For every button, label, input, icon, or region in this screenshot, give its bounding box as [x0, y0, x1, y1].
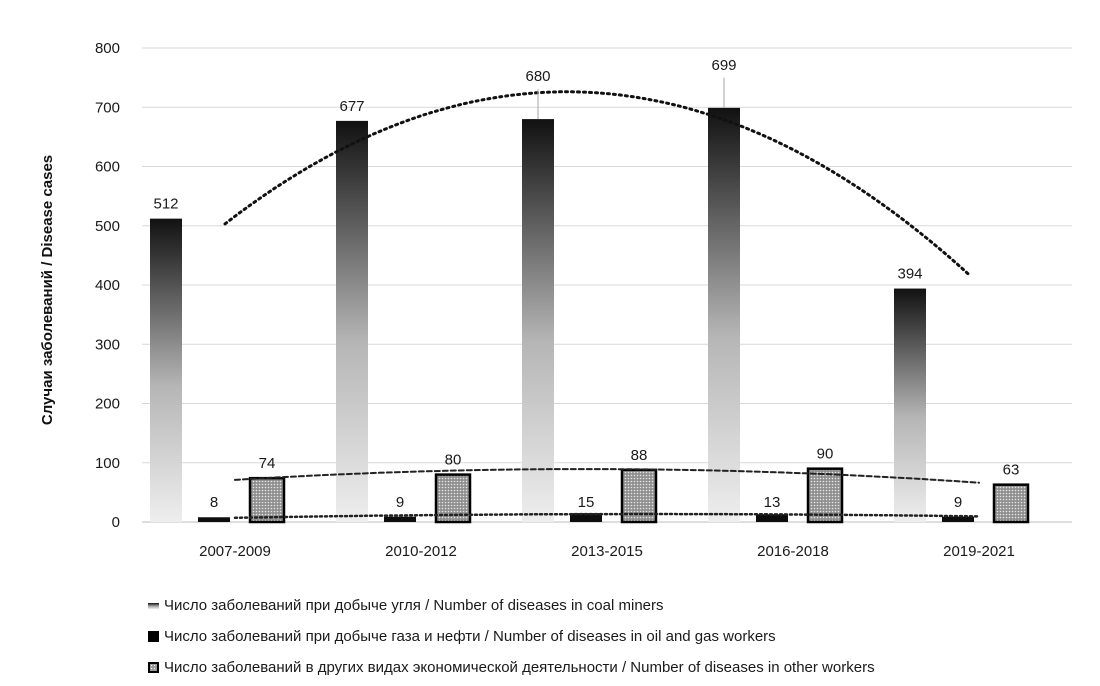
bars: [150, 107, 1030, 524]
data-label: 699: [711, 57, 736, 74]
y-tick-label: 100: [95, 455, 120, 472]
y-tick-label: 500: [95, 218, 120, 235]
data-label: 677: [339, 98, 364, 115]
legend-swatch-other: [148, 662, 159, 673]
y-axis-label: Случаи заболеваний / Disease cases: [39, 155, 56, 425]
y-tick-label: 800: [95, 40, 120, 57]
data-label: 9: [396, 494, 404, 511]
data-label: 8: [210, 494, 218, 511]
legend-label-oil-gas: Число заболеваний при добыче газа и нефт…: [164, 628, 776, 645]
bar-other: [806, 467, 844, 524]
x-tick-label: 2013-2015: [571, 543, 643, 560]
bar-coal: [708, 107, 740, 522]
data-label: 15: [578, 494, 595, 511]
data-label: 90: [817, 446, 834, 463]
x-axis-ticks: 2007-2009 2010-2012 2013-2015 2016-2018 2019…: [199, 543, 1015, 560]
bar-oil-gas: [384, 516, 416, 522]
data-label: 13: [764, 494, 781, 511]
data-label: 63: [1003, 462, 1020, 479]
bar-coal: [894, 288, 926, 522]
x-tick-label: 2019-2021: [943, 543, 1015, 560]
bar-coal: [522, 119, 554, 522]
trendline-coal: [223, 90, 971, 277]
trendline-other: [234, 468, 980, 484]
y-tick-label: 0: [112, 514, 120, 531]
legend-item-other: Число заболеваний в других видах экономи…: [148, 652, 875, 683]
legend-item-oil-gas: Число заболеваний при добыче газа и нефт…: [148, 621, 875, 652]
y-tick-label: 300: [95, 336, 120, 353]
x-tick-label: 2007-2009: [199, 543, 271, 560]
bar-coal: [336, 120, 368, 522]
data-label: 88: [631, 447, 648, 464]
legend-label-other: Число заболеваний в других видах экономи…: [164, 659, 875, 676]
y-tick-label: 400: [95, 277, 120, 294]
data-label: 80: [445, 452, 462, 469]
y-tick-label: 600: [95, 159, 120, 176]
y-axis-ticks: 0 100 200 300 400 500 600 700 800: [95, 40, 120, 531]
bar-oil-gas: [756, 514, 788, 522]
data-label: 394: [897, 266, 922, 283]
bar-oil-gas: [198, 517, 230, 522]
legend-swatch-oil-gas: [148, 631, 159, 642]
legend-item-coal: Число заболеваний при добыче угля / Numb…: [148, 590, 875, 621]
grid-lines: [142, 47, 1072, 523]
data-label: 680: [525, 68, 550, 85]
legend: Число заболеваний при добыче угля / Numb…: [148, 590, 875, 683]
trendlines: [223, 90, 981, 520]
bar-other: [248, 476, 286, 524]
data-label: 512: [153, 196, 178, 213]
bar-oil-gas: [570, 513, 602, 522]
data-label: 9: [954, 494, 962, 511]
bar-other: [992, 483, 1030, 524]
x-tick-label: 2010-2012: [385, 543, 457, 560]
bar-oil-gas: [942, 516, 974, 522]
trendline-oil-gas: [233, 512, 981, 520]
y-tick-label: 200: [95, 396, 120, 413]
bar-coal: [150, 218, 182, 522]
data-label: 74: [259, 455, 276, 472]
legend-label-coal: Число заболеваний при добыче угля / Numb…: [164, 597, 664, 614]
y-tick-label: 700: [95, 99, 120, 116]
legend-swatch-coal: [148, 602, 159, 609]
x-tick-label: 2016-2018: [757, 543, 829, 560]
